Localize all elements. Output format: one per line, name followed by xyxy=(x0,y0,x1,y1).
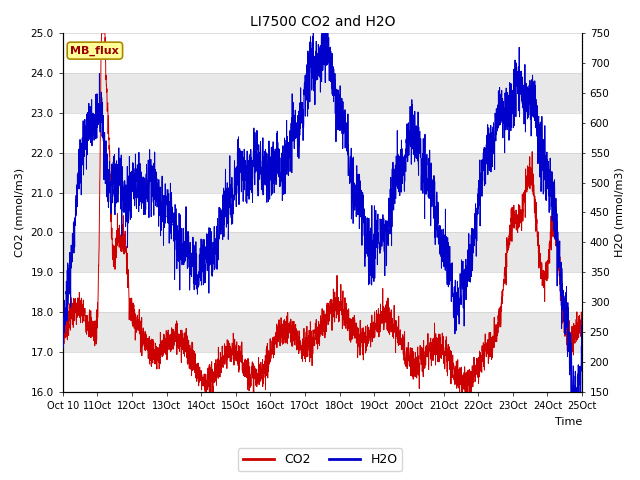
Title: LI7500 CO2 and H2O: LI7500 CO2 and H2O xyxy=(250,15,395,29)
Bar xyxy=(63,73,582,113)
Bar xyxy=(63,312,582,352)
Bar xyxy=(63,153,582,192)
Y-axis label: H2O (mmol/m3): H2O (mmol/m3) xyxy=(615,168,625,257)
Bar xyxy=(63,232,582,272)
Y-axis label: CO2 (mmol/m3): CO2 (mmol/m3) xyxy=(15,168,25,257)
Text: MB_flux: MB_flux xyxy=(70,46,119,56)
Legend: CO2, H2O: CO2, H2O xyxy=(237,448,403,471)
X-axis label: Time: Time xyxy=(555,417,582,427)
